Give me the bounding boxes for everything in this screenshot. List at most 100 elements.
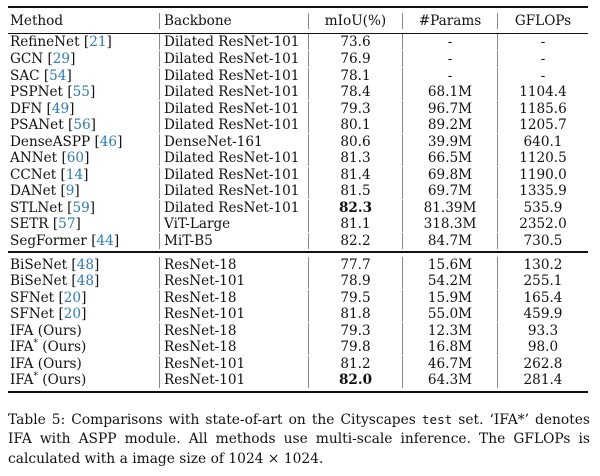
citation-link[interactable]: 44 [96,233,114,250]
citation-link[interactable]: 29 [52,51,71,67]
table-row: DANet [9] Dilated ResNet-101 81.5 69.7M 1335… [8,183,588,200]
citation-link[interactable]: 48 [76,256,95,273]
cell-params: - [402,51,497,67]
cell-params: 96.7M [402,100,497,117]
method-name: SegFormer [10,233,87,250]
citation-link[interactable]: 48 [76,273,95,290]
table-row: DenseASPP [46] DenseNet-161 80.6 39.9M 640.1 [8,133,588,150]
citation-link[interactable]: 56 [73,117,91,134]
method-name: SFNet [10,306,55,323]
cell-miou: 79.5 [308,289,402,306]
method-name: BiSeNet [10,273,68,290]
cell-params: 55.0M [402,306,497,323]
table-row: SETR [57] ViT-Large 81.1 318.3M 2352.0 [8,216,588,233]
citation-link[interactable]: 9 [65,183,75,200]
cell-method: CCNet [14] [10,166,89,183]
method-name: PSANet [10,117,64,134]
cell-miou: 76.9 [308,51,402,67]
citation-link[interactable]: 54 [49,67,67,84]
cell-backbone: Dilated ResNet-101 [159,67,308,84]
method-name: DFN [10,100,43,117]
cell-backbone: Dilated ResNet-101 [159,84,308,101]
cell-params: 15.9M [402,289,497,306]
cell-gflops: 98.0 [497,339,588,356]
method-name: DANet [10,183,57,200]
cell-method: IFA* (Ours) [8,372,159,388]
citation-link[interactable]: 49 [51,100,70,117]
cell-miou: 82.0 [308,372,402,389]
cell-method: STLNet [59] [10,199,96,216]
cell-method: DFN [49] [10,100,75,117]
section-separator-rule [8,251,588,254]
cell-method: SFNet [20] [10,289,87,306]
cell-backbone: DenseNet-161 [159,133,308,150]
method-name: IFA [10,355,34,372]
method-name: DenseASPP [10,133,91,150]
cell-params: 69.8M [402,166,497,183]
cell-params: 318.3M [402,216,497,233]
cell-backbone: ResNet-101 [159,273,308,290]
header-miou: mIoU(%) [308,12,402,29]
cell-backbone: Dilated ResNet-101 [159,166,308,183]
cell-gflops: 2352.0 [497,216,588,233]
cell-gflops: 535.9 [497,199,588,216]
cell-backbone: Dilated ResNet-101 [159,183,308,200]
citation-link[interactable]: 60 [66,150,85,167]
cell-miou: 79.3 [308,100,402,117]
cell-method: IFA* (Ours) [8,339,159,355]
cell-gflops: 255.1 [497,273,588,290]
cell-params: 64.3M [402,372,497,389]
method-suffix: (Ours) [42,372,87,389]
table-row: ANNet [60] Dilated ResNet-101 81.3 66.5M 112… [8,150,588,167]
citation-link[interactable]: 57 [58,216,76,233]
citation-link[interactable]: 46 [99,133,118,150]
cell-method: RefineNet [21] [10,34,112,51]
citation-link[interactable]: 21 [89,34,107,51]
cell-params: - [402,67,497,84]
cell-params: 84.7M [402,233,497,250]
method-name: CCNet [10,166,57,183]
table-row: GCN [29] Dilated ResNet-101 76.9- - [8,51,588,68]
cell-backbone: MiT-B5 [159,233,308,250]
cell-miou: 80.1 [308,117,402,134]
cell-miou: 82.2 [308,233,402,250]
table-row: SFNet [20] ResNet-18 79.5 15.9M 165.4 [8,289,588,306]
table-row: RefineNet [21] Dilated ResNet-101 73.6- - [8,34,588,51]
cell-backbone: Dilated ResNet-101 [159,150,308,167]
cell-gflops: 130.2 [497,256,588,273]
header-backbone: Backbone [159,12,308,29]
cell-method: PSPNet [55] [10,84,96,101]
cell-miou: 79.8 [308,339,402,356]
cell-gflops: 93.3 [497,322,588,339]
table-row: IFA (Ours) ResNet-18 79.3 12.3M 93.3 [8,322,588,339]
cell-gflops: 1185.6 [497,100,588,117]
table-section-efficient-methods: BiSeNet [48] ResNet-18 77.7 15.6M 130.2 BiSeN… [8,256,588,389]
cell-method: SETR [57] [10,216,81,233]
table-row: PSANet [56] Dilated ResNet-101 80.1 89.2M 12… [8,117,588,134]
citation-link[interactable]: 20 [63,306,82,323]
header-gflops: GFLOPs [497,12,588,29]
cell-method: BiSeNet [48] [10,273,100,290]
cell-miou: 81.5 [308,183,402,200]
cell-method: ANNet [60] [10,150,90,167]
citation-link[interactable]: 14 [65,166,84,183]
cell-method: GCN [29] [10,51,76,67]
header-rule [8,33,588,35]
method-name: IFA [10,322,34,339]
citation-link[interactable]: 20 [63,289,82,306]
citation-link[interactable]: 55 [72,84,90,101]
cell-gflops: 262.8 [497,355,588,372]
table-bottom-rule [8,390,588,393]
cell-params: 81.39M [402,199,497,216]
citation-link[interactable]: 59 [72,199,90,216]
table-header-row: Method Backbone mIoU(%) #Params GFLOPs [8,8,588,33]
method-name: SFNet [10,289,55,306]
cell-gflops: 1104.4 [497,84,588,101]
cell-miou: 78.9 [308,273,402,290]
method-name: STLNet [10,199,63,216]
cell-gflops: - [497,34,588,51]
cell-params: 46.7M [402,355,497,372]
method-suffix: (Ours) [37,355,82,372]
cell-gflops: 281.4 [497,372,588,389]
cell-method: IFA (Ours) [8,323,159,339]
